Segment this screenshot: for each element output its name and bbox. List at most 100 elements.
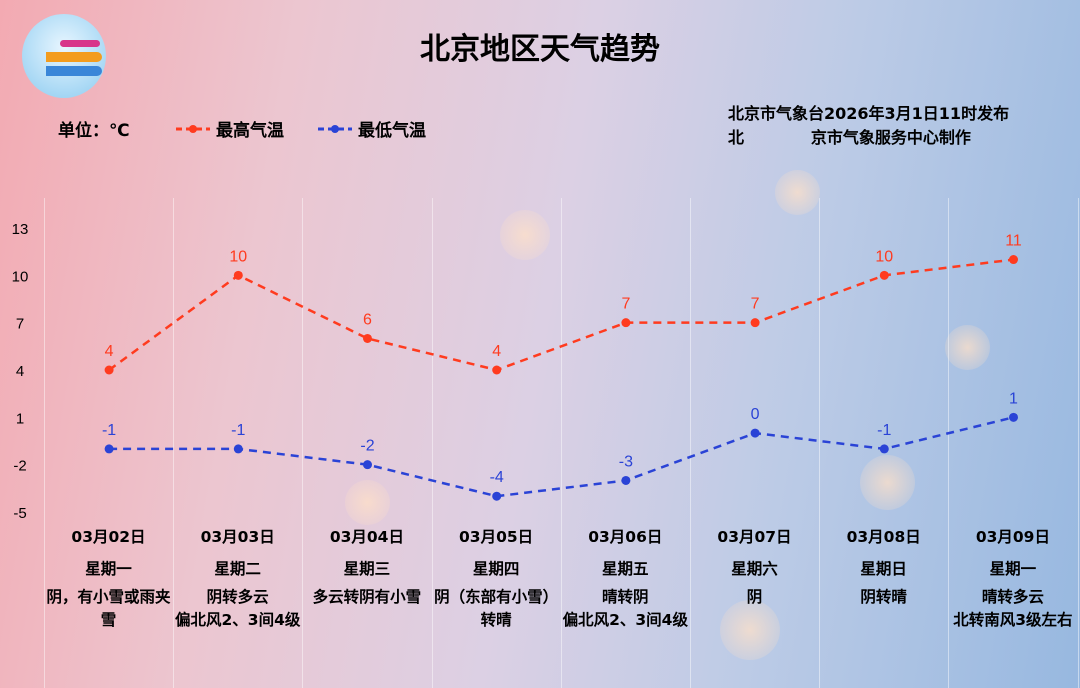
day-weekday: 星期一	[989, 560, 1037, 578]
day-column: 03月08日 星期日阴转晴	[819, 520, 948, 609]
y-tick-label: 1	[16, 410, 24, 427]
data-label: -1	[877, 422, 891, 439]
day-weather: 阴，有小雪或雨夹雪	[46, 588, 171, 629]
day-column: 03月04日 星期三多云转阴有小雪	[302, 520, 431, 609]
day-date: 03月02日	[71, 528, 146, 546]
day-column: 03月05日 星期四阴（东部有小雪）转晴	[432, 520, 561, 632]
data-point	[621, 475, 631, 485]
day-weekday: 星期一	[85, 560, 132, 578]
publish-line-2: 北 京市气象服务中心制作	[728, 128, 971, 147]
day-date: 03月05日	[459, 528, 534, 546]
y-tick-label: 4	[16, 363, 24, 380]
data-point	[750, 318, 760, 328]
series-line-high	[108, 258, 1014, 372]
y-tick-label: 7	[16, 316, 24, 333]
column-divider	[44, 198, 45, 688]
y-tick-label: -5	[13, 505, 26, 522]
page-title: 北京地区天气趋势	[420, 32, 660, 67]
data-point	[104, 365, 114, 375]
data-label: 10	[875, 248, 893, 265]
data-label: 4	[492, 343, 501, 360]
day-column: 03月03日 星期二阴转多云 偏北风2、3间4级	[173, 520, 302, 632]
data-label: 6	[363, 311, 372, 328]
y-tick-label: 10	[12, 268, 29, 285]
data-point	[233, 270, 243, 280]
day-weekday: 星期六	[731, 560, 778, 578]
bokeh-decoration	[945, 325, 990, 370]
day-weather: 阴转晴	[860, 588, 907, 606]
data-point	[879, 270, 889, 280]
data-point	[1009, 255, 1018, 265]
day-column: 03月06日 星期五晴转阴 偏北风2、3间4级	[561, 520, 690, 632]
day-weather: 多云转阴有小雪	[312, 588, 422, 606]
column-divider	[819, 198, 821, 688]
legend-high: 最高气温	[176, 116, 284, 141]
data-point	[104, 444, 114, 454]
data-label: -1	[231, 422, 245, 439]
day-weather: 阴（东部有小雪）转晴	[434, 588, 559, 629]
data-point	[1009, 412, 1018, 422]
legend-low-label: 最低气温	[358, 121, 426, 141]
data-label: 11	[1005, 233, 1022, 250]
data-label: 4	[105, 343, 114, 360]
y-tick-label: 13	[12, 221, 29, 238]
day-weekday: 星期日	[860, 560, 907, 578]
data-label: -3	[619, 453, 633, 470]
publish-line-1: 北京市气象台2026年3月1日11时发布	[728, 104, 1010, 123]
day-weather: 晴转阴 偏北风2、3间4级	[562, 588, 688, 629]
column-divider	[560, 198, 562, 688]
legend-high-label: 最高气温	[216, 121, 284, 141]
data-label: 0	[751, 406, 760, 423]
day-date: 03月04日	[329, 528, 404, 546]
column-divider	[690, 198, 691, 688]
bokeh-decoration	[345, 480, 390, 525]
day-column: 03月07日 星期六阴	[690, 520, 819, 609]
data-point	[492, 365, 502, 375]
data-point	[363, 460, 372, 470]
data-label: 7	[621, 296, 630, 313]
day-weekday: 星期三	[343, 560, 391, 578]
data-label: -2	[360, 438, 374, 455]
data-point	[363, 333, 372, 343]
meteorological-service-logo	[22, 14, 106, 98]
publish-info: 北京市气象台2026年3月1日11时发布北 京市气象服务中心制作	[728, 102, 1009, 150]
day-column: 03月09日 星期一晴转多云 北转南风3级左右	[948, 520, 1077, 632]
day-weekday: 星期二	[214, 560, 261, 578]
data-point	[879, 444, 889, 454]
data-point	[621, 318, 631, 328]
data-label: -1	[102, 422, 116, 439]
bokeh-decoration	[775, 170, 820, 215]
day-date: 03月09日	[975, 528, 1050, 546]
unit-label: 单位：℃	[58, 121, 130, 141]
day-weather: 晴转多云 北转南风3级左右	[953, 588, 1073, 629]
y-tick-label: -2	[13, 458, 26, 475]
day-weather: 阴转多云 偏北风2、3间4级	[175, 588, 301, 629]
legend-high-marker	[176, 124, 210, 133]
bokeh-decoration	[720, 600, 780, 660]
data-point	[233, 444, 243, 454]
bokeh-decoration	[500, 210, 550, 260]
data-point	[750, 428, 760, 438]
day-date: 03月08日	[846, 528, 921, 546]
day-column: 03月02日 星期一阴，有小雪或雨夹雪	[44, 520, 173, 632]
data-label: 10	[229, 248, 247, 265]
day-weather: 阴	[746, 588, 763, 606]
data-label: 1	[1009, 390, 1018, 407]
day-weekday: 星期五	[602, 560, 649, 578]
column-divider	[173, 198, 175, 688]
bokeh-decoration	[860, 455, 915, 510]
data-label: -4	[490, 469, 504, 486]
column-divider	[1077, 198, 1079, 688]
data-point	[492, 491, 502, 501]
day-date: 03月07日	[717, 528, 792, 546]
legend-low-marker	[318, 124, 352, 133]
column-divider	[431, 198, 433, 688]
day-weekday: 星期四	[472, 560, 520, 578]
day-date: 03月03日	[200, 528, 275, 546]
column-divider	[948, 198, 950, 688]
day-date: 03月06日	[588, 528, 663, 546]
legend-low: 最低气温	[318, 116, 426, 141]
data-label: 7	[751, 296, 760, 313]
column-divider	[302, 198, 304, 688]
